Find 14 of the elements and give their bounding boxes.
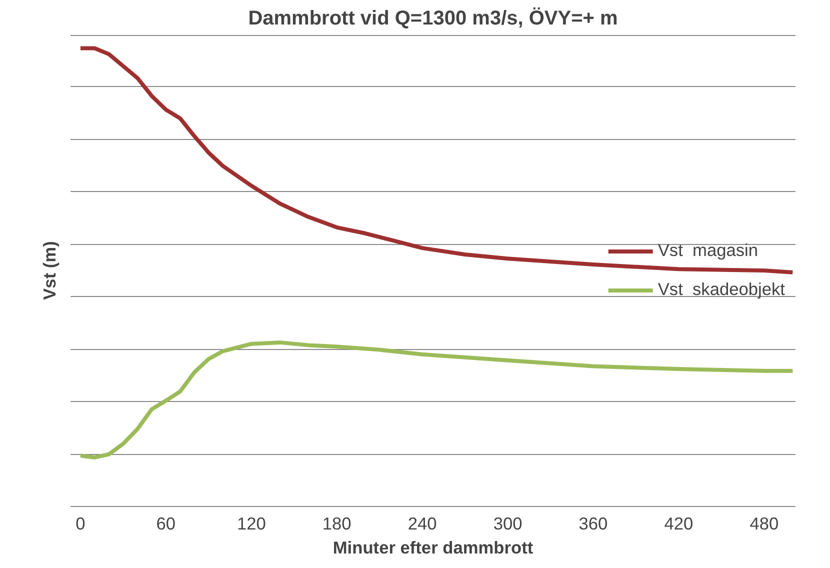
x-tick-label: 420 (664, 514, 694, 534)
x-tick-label: 480 (750, 514, 779, 534)
legend-label: Vst skadeobjekt (658, 279, 785, 300)
x-tick-label: 60 (156, 514, 176, 534)
x-tick-label: 180 (322, 514, 352, 534)
y-axis-title: Vst (m) (40, 241, 60, 300)
x-tick-label: 120 (236, 514, 266, 534)
legend-label: Vst magasin (658, 240, 758, 261)
chart-title: Dammbrott vid Q=1300 m3/s, ÖVY=+ m (248, 6, 618, 30)
x-tick-label: 240 (408, 514, 437, 534)
x-axis-title: Minuter efter dammbrott (332, 538, 534, 558)
x-tick-label: 300 (493, 514, 522, 534)
x-tick-label: 0 (76, 514, 86, 534)
x-tick-label: 360 (578, 514, 608, 534)
